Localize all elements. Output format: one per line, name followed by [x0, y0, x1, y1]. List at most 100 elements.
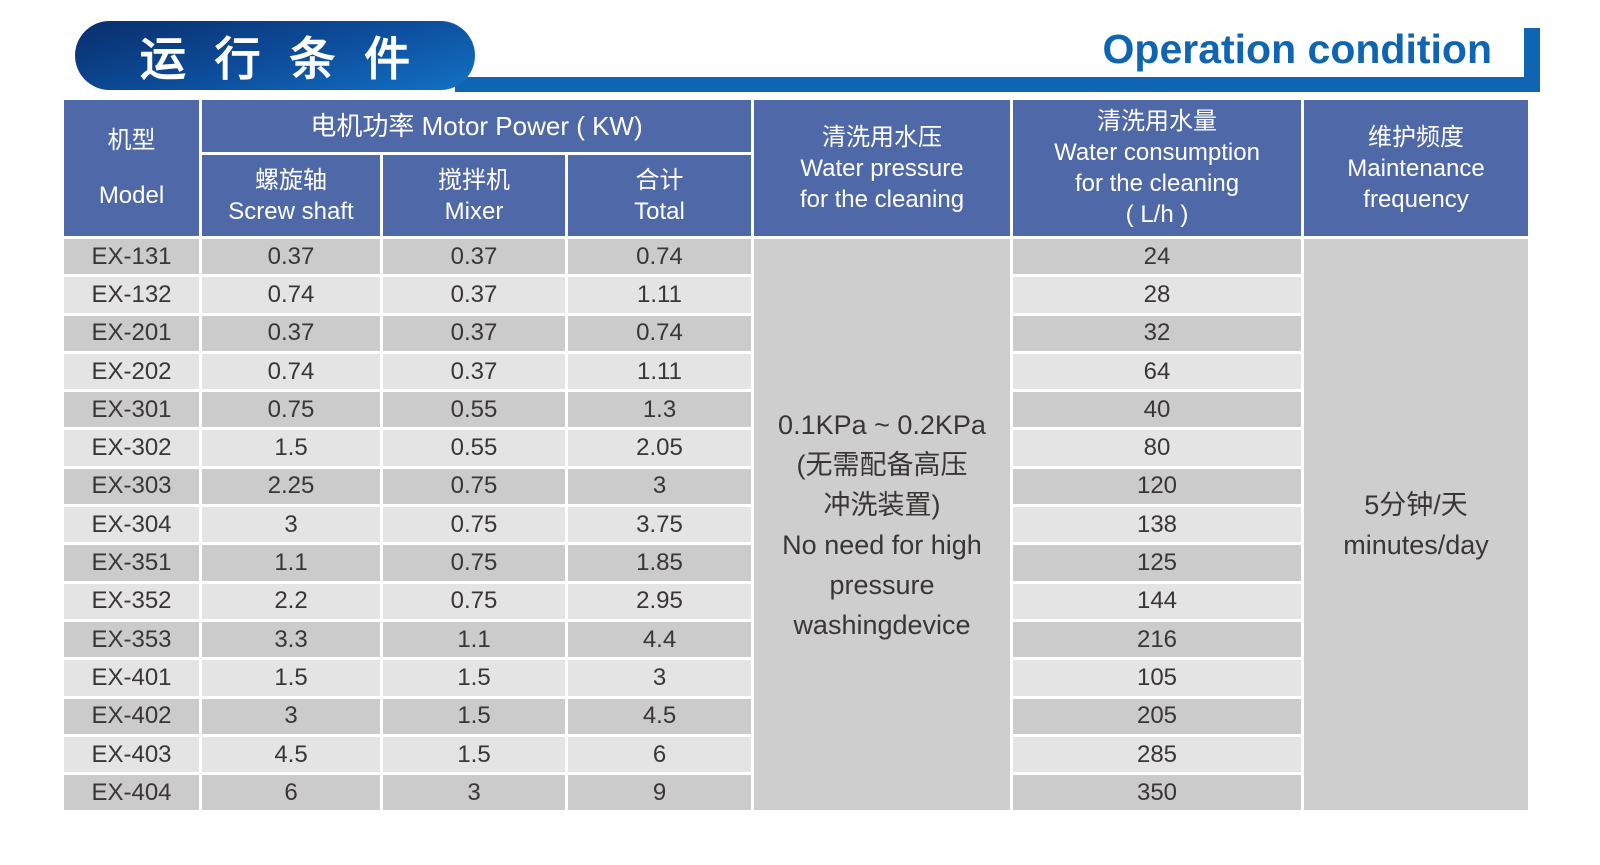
screw-cell: 0.37 [202, 239, 380, 275]
mixer-cell: 0.55 [383, 430, 565, 466]
model-cell: EX-301 [64, 392, 199, 428]
screw-cell: 0.74 [202, 353, 380, 390]
column-header-water-pressure: 清洗用水压 Water pressure for the cleaning [754, 100, 1010, 236]
title-badge: 运 行 条 件 [75, 21, 475, 90]
water-cell: 216 [1013, 621, 1301, 658]
column-header-screw-en: Screw shaft [228, 197, 354, 225]
screw-cell: 0.37 [202, 315, 380, 351]
total-cell: 0.74 [568, 239, 751, 275]
screw-cell: 1.5 [202, 660, 380, 696]
model-cell: EX-353 [64, 621, 199, 658]
total-cell: 4.5 [568, 698, 751, 734]
water-pressure-line: 冲洗装置) [823, 489, 941, 520]
column-header-water-pressure-en1: Water pressure [800, 154, 964, 182]
screw-cell: 1.5 [202, 430, 380, 466]
column-header-model-en: Model [98, 182, 165, 210]
mixer-cell: 0.37 [383, 239, 565, 275]
model-cell: EX-303 [64, 468, 199, 505]
mixer-cell: 0.37 [383, 277, 565, 313]
mixer-cell: 1.5 [383, 698, 565, 734]
mixer-cell: 0.75 [383, 545, 565, 581]
column-header-total-zh: 合计 [635, 166, 684, 194]
total-cell: 3 [568, 468, 751, 505]
water-cell: 144 [1013, 583, 1301, 619]
column-header-screw-zh: 螺旋轴 [255, 166, 327, 194]
mixer-cell: 0.37 [383, 353, 565, 390]
water-pressure-line: washingdevice [793, 609, 971, 640]
water-pressure-line: pressure [829, 569, 935, 600]
column-header-water-pressure-en2: for the cleaning [799, 185, 965, 213]
column-header-total: 合计 Total [568, 155, 751, 236]
header-rule-end [1524, 28, 1540, 92]
column-header-water-consumption-zh: 清洗用水量 [1097, 108, 1217, 135]
column-header-water-consumption-en1: Water consumption [1054, 139, 1260, 166]
column-header-motor-power-label: 电机功率 Motor Power ( KW) [310, 110, 643, 141]
model-cell: EX-402 [64, 698, 199, 734]
screw-cell: 6 [202, 775, 380, 811]
model-cell: EX-403 [64, 736, 199, 773]
column-header-mixer-en: Mixer [444, 197, 504, 225]
column-header-maintenance-zh: 维护频度 [1368, 123, 1464, 151]
column-header-maintenance-en1: Maintenance [1347, 154, 1485, 182]
mixer-cell: 1.1 [383, 621, 565, 658]
screw-cell: 3 [202, 507, 380, 543]
screw-cell: 4.5 [202, 736, 380, 773]
column-header-water-consumption: 清洗用水量 Water consumption for the cleaning… [1013, 100, 1301, 236]
mixer-cell: 0.55 [383, 392, 565, 428]
screw-cell: 3 [202, 698, 380, 734]
water-pressure-merged-cell: 0.1KPa ~ 0.2KPa (无需配备高压 冲洗装置) No need fo… [754, 239, 1010, 811]
model-cell: EX-352 [64, 583, 199, 619]
screw-cell: 3.3 [202, 621, 380, 658]
water-cell: 64 [1013, 353, 1301, 390]
header-rule [455, 77, 1540, 92]
total-cell: 1.3 [568, 392, 751, 428]
model-cell: EX-202 [64, 353, 199, 390]
total-cell: 3 [568, 660, 751, 696]
model-cell: EX-404 [64, 775, 199, 811]
column-header-mixer-zh: 搅拌机 [438, 166, 510, 194]
total-cell: 2.95 [568, 583, 751, 619]
total-cell: 0.74 [568, 315, 751, 351]
water-cell: 285 [1013, 736, 1301, 773]
water-cell: 32 [1013, 315, 1301, 351]
water-cell: 24 [1013, 239, 1301, 275]
total-cell: 6 [568, 736, 751, 773]
page-title-en: Operation condition [1102, 26, 1492, 72]
maintenance-line: 5分钟/天 [1364, 489, 1468, 520]
water-cell: 350 [1013, 775, 1301, 811]
screw-cell: 1.1 [202, 545, 380, 581]
total-cell: 2.05 [568, 430, 751, 466]
model-cell: EX-351 [64, 545, 199, 581]
page-title-zh: 运 行 条 件 [139, 32, 419, 85]
column-header-water-consumption-en2: for the cleaning [1074, 170, 1240, 197]
column-header-maintenance: 维护频度 Maintenance frequency [1304, 100, 1528, 236]
total-cell: 4.4 [568, 621, 751, 658]
water-cell: 28 [1013, 277, 1301, 313]
column-header-model-zh: 机型 [107, 126, 156, 154]
column-header-model: 机型 Model [64, 100, 199, 236]
column-header-maintenance-en2: frequency [1363, 185, 1469, 213]
water-cell: 40 [1013, 392, 1301, 428]
water-cell: 120 [1013, 468, 1301, 505]
water-pressure-line: (无需配备高压 [796, 449, 968, 480]
total-cell: 1.11 [568, 353, 751, 390]
water-cell: 125 [1013, 545, 1301, 581]
total-cell: 9 [568, 775, 751, 811]
column-header-total-en: Total [634, 197, 685, 225]
screw-cell: 0.75 [202, 392, 380, 428]
column-header-water-pressure-zh: 清洗用水压 [822, 123, 942, 151]
column-header-water-consumption-en3: ( L/h ) [1125, 201, 1189, 228]
mixer-cell: 3 [383, 775, 565, 811]
mixer-cell: 1.5 [383, 660, 565, 696]
mixer-cell: 0.75 [383, 583, 565, 619]
model-cell: EX-201 [64, 315, 199, 351]
model-cell: EX-302 [64, 430, 199, 466]
water-pressure-line: 0.1KPa ~ 0.2KPa [778, 409, 986, 440]
maintenance-merged-cell: 5分钟/天 minutes/day [1304, 239, 1528, 811]
operation-condition-table: 机型 Model 电机功率 Motor Power ( KW) 螺旋轴 Scre… [64, 100, 1528, 811]
column-header-screw-shaft: 螺旋轴 Screw shaft [202, 155, 380, 236]
model-cell: EX-304 [64, 507, 199, 543]
mixer-cell: 1.5 [383, 736, 565, 773]
total-cell: 1.11 [568, 277, 751, 313]
screw-cell: 2.25 [202, 468, 380, 505]
